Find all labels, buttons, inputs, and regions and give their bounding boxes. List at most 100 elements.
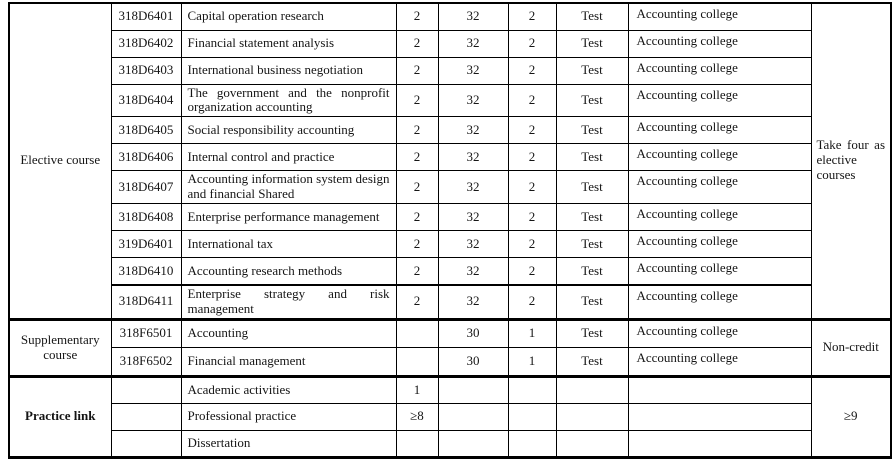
table-row: Practice link Academic activities 1 ≥9 — [8, 374, 892, 458]
college-cell: Accounting college — [627, 56, 812, 85]
course-name-cell: Academic activities — [180, 374, 397, 404]
course-table: Elective course 318D6401 Capital operati… — [8, 2, 892, 459]
course-code-cell: 318D6407 — [110, 170, 182, 205]
credit-cell: 2 — [395, 170, 439, 205]
course-name-cell: Financial management — [180, 346, 397, 377]
semester-cell: 2 — [507, 29, 557, 58]
credit-cell: 2 — [395, 116, 439, 145]
semester-cell — [507, 374, 557, 404]
exam-cell — [555, 402, 629, 431]
credit-cell: 2 — [395, 143, 439, 172]
semester-cell: 2 — [507, 284, 557, 320]
hours-cell: 32 — [437, 116, 509, 145]
semester-cell: 2 — [507, 2, 557, 31]
exam-cell: Test — [555, 284, 629, 320]
hours-cell: 30 — [437, 317, 509, 348]
college-cell — [627, 374, 812, 404]
table-row: 318D6408 Enterprise performance manageme… — [9, 203, 891, 232]
credit-cell: 2 — [395, 2, 439, 31]
table-row: 318D6407 Accounting information system d… — [9, 170, 891, 205]
semester-cell: 1 — [507, 317, 557, 348]
college-cell: Accounting college — [627, 346, 812, 377]
course-name-cell: Enterprise strategy and risk management — [180, 284, 397, 320]
hours-cell — [437, 374, 509, 404]
course-code-cell: 318D6403 — [110, 56, 182, 85]
credit-cell — [395, 317, 439, 348]
semester-cell: 2 — [507, 170, 557, 205]
course-name-cell: Enterprise performance management — [180, 203, 397, 232]
course-name-cell: Dissertation — [180, 429, 397, 458]
hours-cell: 30 — [437, 346, 509, 377]
hours-cell: 32 — [437, 2, 509, 31]
table-row: Supplementary course 318F6501 Accounting… — [8, 317, 892, 377]
course-name-cell: Professional practice — [180, 402, 397, 431]
course-name-cell: International tax — [180, 230, 397, 259]
section-label-practice: Practice link — [8, 374, 112, 458]
section-label-supplementary: Supplementary course — [8, 317, 112, 377]
course-name-cell: Accounting research methods — [180, 257, 397, 286]
course-name-cell: Capital operation research — [180, 2, 397, 31]
hours-cell: 32 — [437, 203, 509, 232]
section-note-elective: Take four as elective courses — [810, 2, 892, 320]
table-row: 318D6406 Internal control and practice 2… — [9, 143, 891, 172]
table-row: 319D6401 International tax 2 32 2 Test A… — [9, 230, 891, 259]
course-code-cell — [110, 374, 182, 404]
credit-cell: ≥8 — [395, 402, 439, 431]
college-cell: Accounting college — [627, 170, 812, 205]
section-note-supplementary: Non-credit — [810, 317, 892, 377]
hours-cell — [437, 402, 509, 431]
table-row: Dissertation — [9, 429, 891, 458]
table-row: Professional practice ≥8 — [9, 402, 891, 431]
exam-cell: Test — [555, 29, 629, 58]
college-cell: Accounting college — [627, 284, 812, 320]
table-row: 318F6502 Financial management 30 1 Test … — [9, 346, 891, 377]
course-code-cell: 318F6502 — [110, 346, 182, 377]
exam-cell: Test — [555, 170, 629, 205]
course-code-cell: 318D6401 — [110, 2, 182, 31]
college-cell — [627, 402, 812, 431]
hours-cell: 32 — [437, 230, 509, 259]
course-name-cell: Accounting — [180, 317, 397, 348]
hours-cell: 32 — [437, 257, 509, 286]
hours-cell: 32 — [437, 83, 509, 118]
exam-cell: Test — [555, 143, 629, 172]
semester-cell: 2 — [507, 143, 557, 172]
college-cell: Accounting college — [627, 230, 812, 259]
credit-cell: 2 — [395, 203, 439, 232]
semester-cell: 2 — [507, 116, 557, 145]
hours-cell: 32 — [437, 284, 509, 320]
semester-cell: 2 — [507, 203, 557, 232]
exam-cell: Test — [555, 116, 629, 145]
hours-cell: 32 — [437, 170, 509, 205]
college-cell: Accounting college — [627, 317, 812, 348]
semester-cell: 2 — [507, 230, 557, 259]
hours-cell — [437, 429, 509, 458]
course-code-cell: 318F6501 — [110, 317, 182, 348]
course-name-cell: Accounting information system design and… — [180, 170, 397, 205]
course-code-cell: 318D6406 — [110, 143, 182, 172]
course-code-cell: 318D6405 — [110, 116, 182, 145]
semester-cell — [507, 402, 557, 431]
course-code-cell: 318D6404 — [110, 83, 182, 118]
course-code-cell: 318D6408 — [110, 203, 182, 232]
college-cell — [627, 429, 812, 458]
hours-cell: 32 — [437, 29, 509, 58]
exam-cell — [555, 374, 629, 404]
course-name-cell: Internal control and practice — [180, 143, 397, 172]
hours-cell: 32 — [437, 56, 509, 85]
semester-cell: 1 — [507, 346, 557, 377]
exam-cell: Test — [555, 56, 629, 85]
section-label-elective: Elective course — [8, 2, 112, 320]
semester-cell: 2 — [507, 83, 557, 118]
hours-cell: 32 — [437, 143, 509, 172]
credit-cell: 2 — [395, 83, 439, 118]
exam-cell — [555, 429, 629, 458]
credit-cell — [395, 346, 439, 377]
course-code-cell — [110, 402, 182, 431]
course-code-cell: 319D6401 — [110, 230, 182, 259]
course-code-cell — [110, 429, 182, 458]
semester-cell: 2 — [507, 257, 557, 286]
course-name-cell: Financial statement analysis — [180, 29, 397, 58]
college-cell: Accounting college — [627, 2, 812, 31]
